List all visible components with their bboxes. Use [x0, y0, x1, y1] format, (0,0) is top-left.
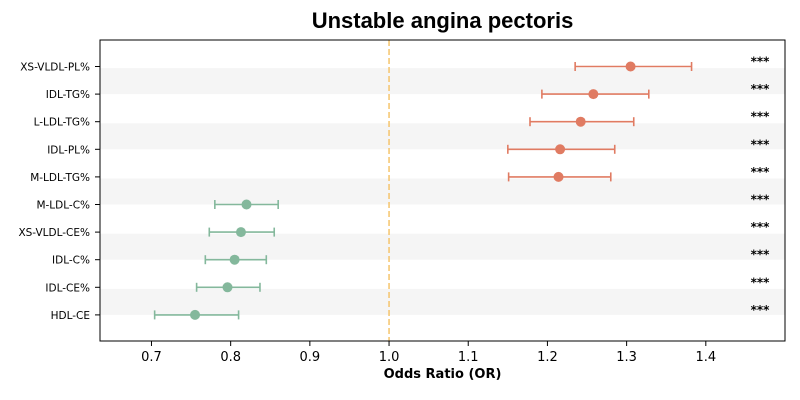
or-point	[222, 282, 233, 293]
or-point	[588, 89, 599, 100]
or-point	[553, 171, 564, 182]
row-band	[100, 288, 785, 315]
or-point	[241, 199, 252, 210]
or-point	[190, 309, 201, 320]
plot-frame	[99, 39, 786, 342]
x-tick-label: 1.0	[379, 350, 400, 365]
x-tick-label: 1.1	[458, 350, 479, 365]
x-tick-label: 1.4	[695, 350, 716, 365]
row-band	[100, 68, 785, 95]
y-tick-label: L-LDL-TG%	[34, 117, 90, 129]
significance-label: ***	[751, 137, 771, 151]
significance-label: ***	[751, 220, 771, 234]
significance-label: ***	[751, 82, 771, 96]
x-tick-label: 1.2	[537, 350, 558, 365]
y-tick-label: M-LDL-TG%	[30, 172, 90, 184]
significance-label: ***	[751, 165, 771, 179]
or-point	[555, 144, 566, 155]
row-band	[100, 178, 785, 205]
chart-title: Unstable angina pectoris	[311, 8, 574, 33]
x-tick-label: 0.7	[141, 350, 162, 365]
y-tick-label: M-LDL-C%	[36, 200, 90, 212]
significance-label: ***	[751, 55, 771, 69]
x-axis-label: Odds Ratio (OR)	[383, 367, 502, 382]
y-tick-label: IDL-TG%	[46, 89, 90, 101]
significance-label: ***	[751, 303, 771, 317]
or-point	[229, 254, 240, 265]
x-tick-label: 0.9	[300, 350, 321, 365]
row-band	[100, 123, 785, 150]
y-tick-label: IDL-CE%	[45, 282, 90, 294]
significance-label: ***	[751, 275, 771, 289]
significance-label: ***	[751, 193, 771, 207]
or-point	[235, 227, 246, 238]
y-tick-label: HDL-CE	[51, 310, 90, 322]
row-band	[100, 233, 785, 260]
or-point	[625, 61, 636, 72]
or-point	[575, 116, 586, 127]
x-tick-label: 1.3	[616, 350, 637, 365]
y-tick-label: XS-VLDL-CE%	[18, 227, 90, 239]
significance-label: ***	[751, 110, 771, 124]
y-tick-label: IDL-C%	[52, 255, 90, 267]
significance-label: ***	[751, 248, 771, 262]
x-tick-label: 0.8	[220, 350, 241, 365]
y-tick-label: IDL-PL%	[47, 144, 90, 156]
y-tick-label: XS-VLDL-PL%	[20, 62, 90, 74]
